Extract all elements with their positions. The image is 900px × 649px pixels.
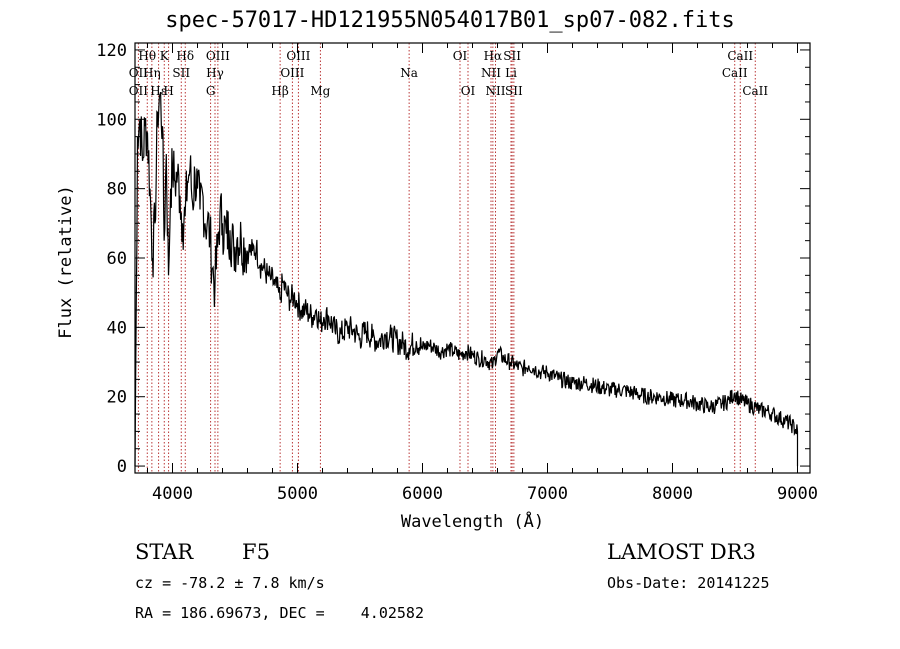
y-tick-label-0: 0 [117, 457, 127, 477]
line-label-13: OIII [280, 66, 304, 80]
y-tick-label-60: 60 [107, 249, 127, 269]
x-tick-label-6000: 6000 [402, 484, 443, 504]
line-label-14: Hβ [271, 84, 288, 98]
line-markers [137, 43, 756, 473]
object-class: STAR [135, 540, 194, 564]
line-label-24: SII [505, 84, 523, 98]
axis-tick-labels: 4000 5000 6000 7000 8000 9000 0 20 40 60 80 100 120 [96, 41, 818, 504]
line-label-5: K [160, 49, 170, 63]
axis-ticks [135, 43, 810, 473]
x-tick-label-8000: 8000 [652, 484, 693, 504]
flux-series-line [134, 91, 799, 467]
survey-name: LAMOST DR3 [607, 540, 756, 564]
y-tick-label-80: 80 [107, 180, 127, 200]
line-label-18: OI [461, 84, 476, 98]
line-label-4: Hε [150, 84, 167, 98]
line-label-2: OII [129, 84, 149, 98]
x-tick-label-4000: 4000 [152, 484, 193, 504]
line-label-0: Hθ [138, 49, 156, 63]
line-label-11: G [206, 84, 216, 98]
line-label-19: Hα [484, 49, 503, 63]
observation-date: Obs-Date: 20141225 [607, 574, 770, 592]
line-label-17: OI [453, 49, 468, 63]
line-label-16: Na [400, 66, 418, 80]
y-tick-label-40: 40 [107, 318, 127, 338]
line-label-12: OIII [286, 49, 310, 63]
ra-dec-coordinates: RA = 186.69673, DEC = 4.02582 [135, 604, 424, 622]
y-axis-label: Flux (relative) [56, 185, 76, 339]
line-label-7: SII [172, 66, 190, 80]
y-tick-label-120: 120 [96, 41, 127, 61]
line-label-8: Hδ [176, 49, 194, 63]
line-label-3: Hη [143, 66, 161, 80]
line-label-20: SII [503, 49, 521, 63]
x-tick-label-5000: 5000 [277, 484, 318, 504]
line-label-25: CaII [727, 49, 753, 63]
line-label-1: OII [129, 66, 149, 80]
line-label-21: NII [481, 66, 501, 80]
line-label-23: NII [486, 84, 506, 98]
line-label-9: OIII [206, 49, 230, 63]
x-tick-label-7000: 7000 [527, 484, 568, 504]
y-tick-label-100: 100 [96, 110, 127, 130]
object-subclass: F5 [242, 540, 270, 564]
x-tick-label-9000: 9000 [777, 484, 818, 504]
line-label-10: Hγ [206, 66, 224, 80]
chart-title: spec-57017-HD121955N054017B01_sp07-082.f… [165, 8, 735, 33]
redshift-velocity: cz = -78.2 ± 7.8 km/s [135, 574, 325, 592]
line-label-26: CaII [722, 66, 748, 80]
x-axis-label: Wavelength (Å) [400, 512, 545, 532]
y-tick-label-20: 20 [107, 388, 127, 408]
line-label-22: Li [505, 66, 517, 80]
line-label-27: CaII [742, 84, 768, 98]
line-label-6: H [163, 84, 173, 98]
line-label-15: Mg [310, 84, 330, 98]
